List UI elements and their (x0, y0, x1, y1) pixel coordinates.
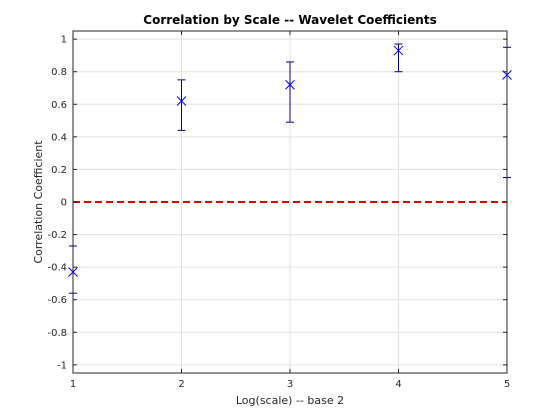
data-point-marker (176, 96, 187, 106)
ticks: 1 2 3 4 5 -1 -0.8 -0.6 -0.4 -0.2 0 0.2 0.4 0.6 0.8 1 (47, 31, 510, 390)
y-tick-label: 0.6 (51, 100, 67, 111)
x-tick-label: 5 (504, 379, 510, 390)
y-tick-label: -0.8 (47, 328, 67, 339)
y-tick-label: -1 (57, 360, 67, 371)
y-tick-label: -0.6 (47, 295, 67, 306)
data-point-marker (285, 79, 295, 90)
y-tick-label: 1 (61, 35, 67, 46)
y-tick-label: -0.2 (47, 230, 67, 241)
x-tick-label: 1 (70, 379, 76, 390)
x-tick-label: 4 (395, 379, 401, 390)
y-tick-label: -0.4 (47, 263, 67, 274)
data-point-marker (393, 45, 404, 56)
y-tick-label: 0.8 (51, 67, 67, 78)
x-tick-label: 2 (178, 379, 184, 390)
x-axis-label: Log(scale) -- base 2 (236, 394, 344, 407)
y-axis-label: Correlation Coefficient (32, 140, 45, 264)
y-tick-label: 0 (61, 198, 67, 209)
chart-title: Correlation by Scale -- Wavelet Coeffici… (143, 13, 436, 27)
y-tick-label: 0.4 (51, 132, 67, 143)
x-tick-label: 3 (287, 379, 293, 390)
y-tick-label: 0.2 (51, 165, 67, 176)
